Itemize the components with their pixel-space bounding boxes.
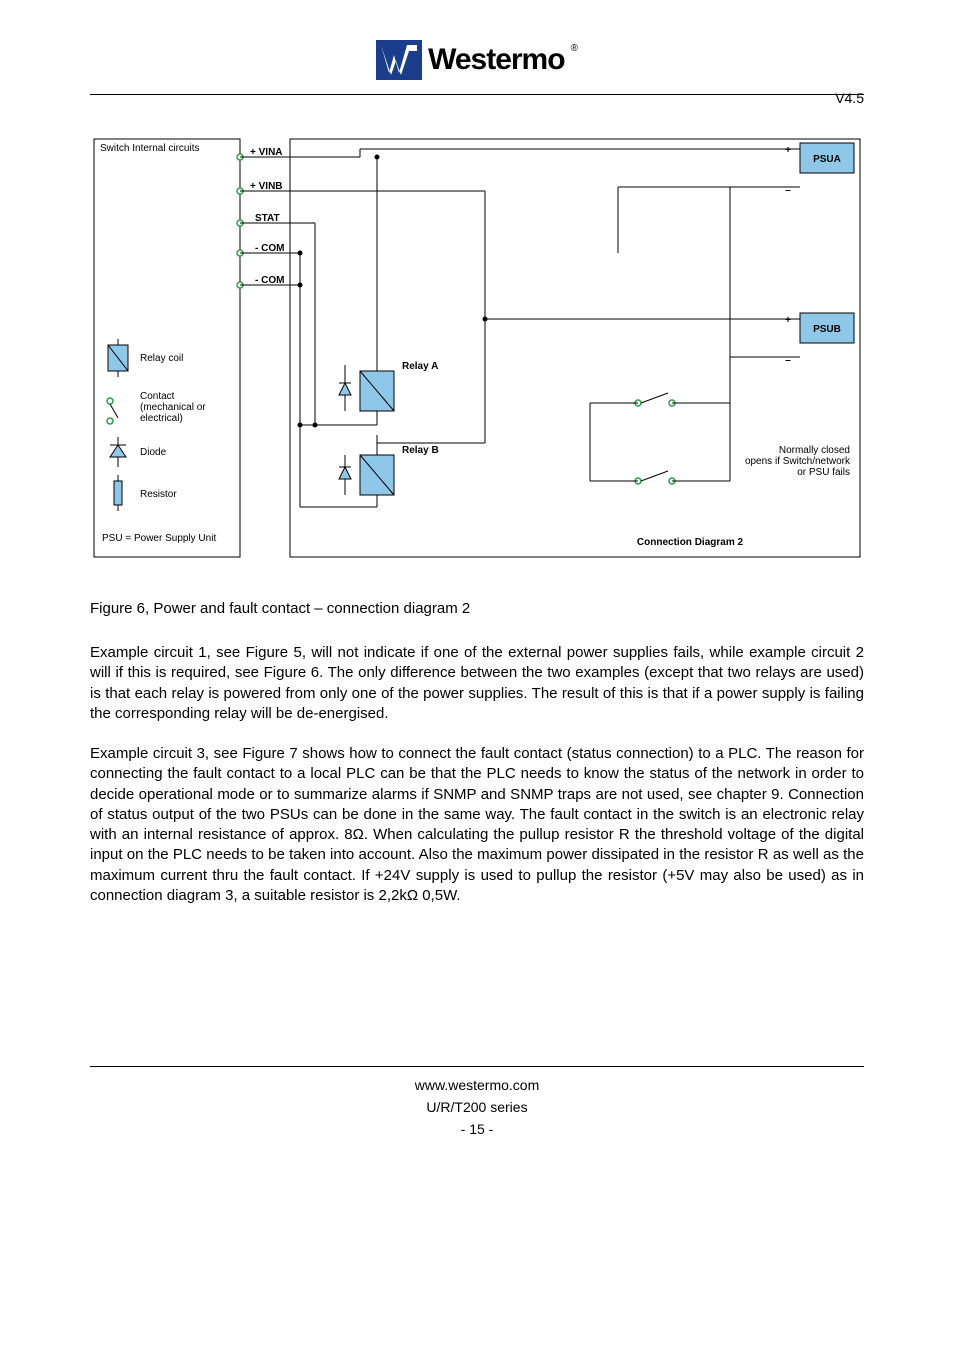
terminal-stat: STAT [255,213,280,224]
connection-diagram: Switch Internal circuits + VINA + VINB S… [90,135,864,570]
relay-a-label: Relay A [402,361,438,372]
legend-contact-1: Contact [140,391,175,402]
psu-b-label: PSUB [813,324,841,335]
header-rule [90,94,864,95]
paragraph-2: Example circuit 3, see Figure 7 shows ho… [90,744,864,906]
legend-diode: Diode [140,447,167,458]
paragraph-1: Example circuit 1, see Figure 5, will no… [90,643,864,724]
brand-name: Westermo [428,43,565,77]
svg-text:+: + [785,145,791,156]
nc-label-1: Normally closed [779,445,850,456]
registered-mark: ® [571,43,578,54]
diagram-title: Connection Diagram 2 [637,537,744,548]
legend-relay-coil: Relay coil [140,353,183,364]
logo-mark [376,40,422,80]
version-label: V4.5 [835,90,864,106]
page-header: Westermo® V4.5 [90,40,864,80]
footer-rule [90,1066,864,1067]
terminal-vinb: + VINB [250,181,283,192]
legend-resistor: Resistor [140,489,177,500]
diagram-internal-label: Switch Internal circuits [100,143,199,154]
terminal-com1: - COM [255,243,284,254]
footer-series: U/R/T200 series [90,1099,864,1115]
legend-contact-3: electrical) [140,413,183,424]
brand-logo: Westermo ® [376,40,578,80]
relay-b-label: Relay B [402,445,439,456]
legend-psu: PSU = Power Supply Unit [102,533,216,544]
terminal-vina: + VINA [250,147,283,158]
nc-label-3: or PSU fails [797,467,850,478]
page-footer: www.westermo.com U/R/T200 series - 15 - [90,1066,864,1137]
footer-url: www.westermo.com [90,1077,864,1093]
nc-label-2: opens if Switch/network [745,456,851,467]
footer-page: - 15 - [90,1121,864,1137]
terminal-com2: - COM [255,275,284,286]
svg-text:+: + [785,315,791,326]
legend-contact-2: (mechanical or [140,402,206,413]
figure-caption: Figure 6, Power and fault contact – conn… [90,600,864,617]
psu-a-label: PSUA [813,154,841,165]
document-page: Westermo ® V4.5 Switch Internal circuits … [0,0,954,1173]
